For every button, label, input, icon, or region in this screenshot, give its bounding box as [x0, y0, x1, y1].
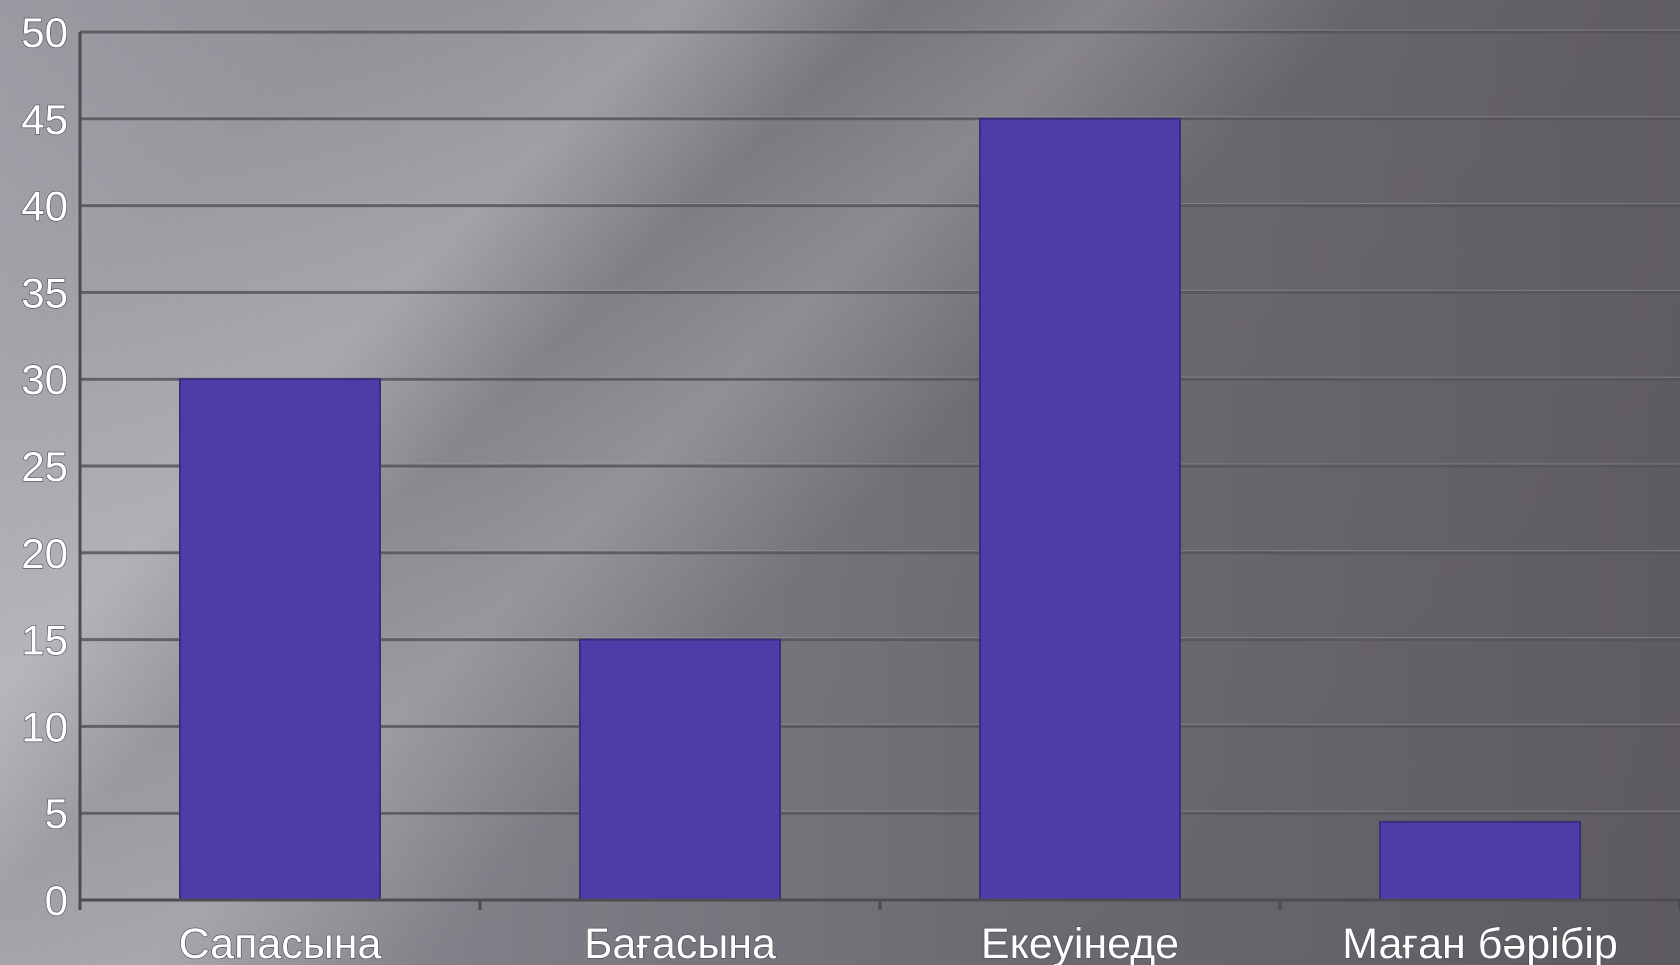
y-tick-label: 45 — [21, 96, 68, 143]
bar-3 — [979, 117, 1181, 902]
bar-1 — [179, 378, 381, 901]
y-tick-label: 40 — [21, 183, 68, 230]
y-tick-label: 5 — [45, 790, 68, 837]
y-tick-label: 25 — [21, 443, 68, 490]
bar-2 — [579, 638, 781, 901]
y-tick-label: 35 — [21, 269, 68, 316]
x-category-label: Екеуінеде — [981, 920, 1179, 965]
bar-4 — [1379, 820, 1581, 902]
y-tick-label: 0 — [45, 877, 68, 924]
x-category-label: Бағасына — [584, 920, 776, 965]
axes — [78, 32, 1680, 910]
x-axis-category-labels: Сапасына Бағасына Екеуінеде Маған бәрібір — [178, 919, 1618, 965]
y-axis-tick-labels: 0 5 10 15 20 25 30 35 40 45 50 — [21, 8, 69, 924]
y-tick-label: 10 — [21, 703, 68, 750]
x-category-label: Сапасына — [179, 920, 382, 965]
y-tick-label: 30 — [21, 356, 68, 403]
x-category-label: Маған бәрібір — [1342, 920, 1618, 965]
bars — [179, 117, 1581, 902]
y-tick-label: 20 — [21, 530, 68, 577]
y-tick-label: 50 — [21, 9, 68, 56]
y-tick-label: 15 — [21, 617, 68, 664]
